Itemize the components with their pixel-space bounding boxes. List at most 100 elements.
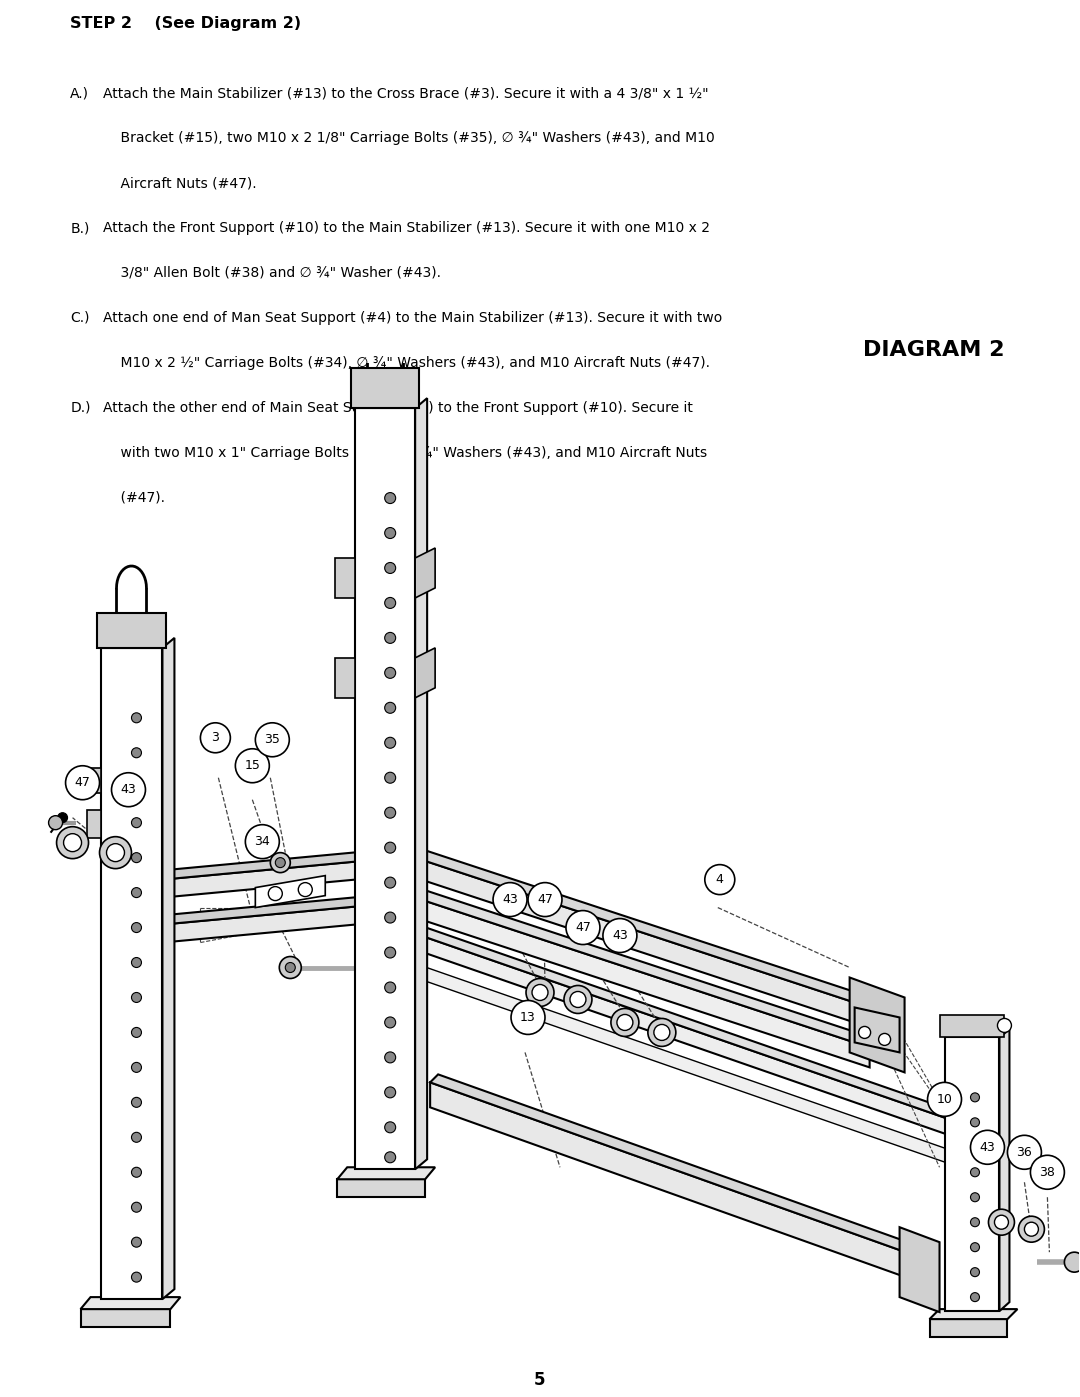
Text: 35: 35 [265, 733, 280, 746]
Circle shape [384, 668, 395, 679]
Polygon shape [854, 1007, 900, 1052]
Text: Attach the Main Stabilizer (#13) to the Cross Brace (#3). Secure it with a 4 3/8: Attach the Main Stabilizer (#13) to the … [103, 87, 708, 101]
Circle shape [611, 1009, 639, 1037]
Polygon shape [999, 1030, 1010, 1312]
Text: Attach one end of Man Seat Support (#4) to the Main Stabilizer (#13). Secure it : Attach one end of Man Seat Support (#4) … [103, 312, 721, 326]
Circle shape [384, 982, 395, 993]
Circle shape [971, 1292, 980, 1302]
Circle shape [384, 598, 395, 609]
Circle shape [384, 493, 395, 503]
Circle shape [705, 865, 734, 894]
Circle shape [564, 985, 592, 1013]
Circle shape [384, 703, 395, 714]
Circle shape [971, 1168, 980, 1176]
Circle shape [255, 722, 289, 757]
Circle shape [99, 837, 132, 869]
Polygon shape [930, 1319, 1008, 1337]
Text: DIAGRAM 2: DIAGRAM 2 [863, 339, 1004, 360]
Circle shape [132, 747, 141, 757]
Circle shape [384, 842, 395, 854]
Circle shape [384, 1151, 395, 1162]
Polygon shape [415, 849, 878, 1007]
Circle shape [132, 1273, 141, 1282]
Circle shape [526, 978, 554, 1006]
Circle shape [268, 887, 282, 901]
Circle shape [879, 1034, 891, 1045]
Polygon shape [430, 1074, 928, 1257]
Polygon shape [255, 876, 325, 908]
Polygon shape [335, 557, 355, 598]
Circle shape [384, 912, 395, 923]
Polygon shape [100, 648, 162, 1299]
Circle shape [1030, 1155, 1065, 1189]
Circle shape [64, 834, 82, 852]
Circle shape [384, 633, 395, 644]
Polygon shape [415, 858, 869, 1027]
Polygon shape [415, 648, 435, 698]
Circle shape [384, 528, 395, 538]
Circle shape [1018, 1217, 1044, 1242]
Circle shape [384, 1052, 395, 1063]
Polygon shape [430, 1083, 919, 1282]
Circle shape [570, 992, 586, 1007]
Text: 34: 34 [255, 835, 270, 848]
Text: (#47).: (#47). [103, 490, 164, 504]
Text: STEP 2    (See Diagram 2): STEP 2 (See Diagram 2) [70, 15, 301, 31]
Circle shape [494, 883, 527, 916]
Circle shape [275, 858, 285, 868]
Circle shape [566, 911, 599, 944]
Polygon shape [415, 898, 869, 1067]
Circle shape [132, 852, 141, 862]
Circle shape [132, 957, 141, 968]
Circle shape [280, 957, 301, 978]
Circle shape [132, 887, 141, 898]
Polygon shape [162, 852, 363, 880]
Text: B.): B.) [70, 221, 90, 235]
Circle shape [971, 1193, 980, 1201]
Polygon shape [81, 1309, 171, 1327]
Circle shape [603, 919, 637, 953]
Text: 43: 43 [502, 893, 518, 907]
Text: 13: 13 [521, 1011, 536, 1024]
Polygon shape [415, 933, 949, 1136]
Circle shape [384, 807, 395, 819]
Circle shape [107, 844, 124, 862]
Polygon shape [86, 768, 100, 792]
Polygon shape [351, 369, 419, 408]
Circle shape [384, 1122, 395, 1133]
Polygon shape [850, 978, 905, 1073]
Circle shape [270, 852, 291, 873]
Circle shape [384, 1087, 395, 1098]
Text: 3: 3 [212, 731, 219, 745]
Text: M10 x 2 ½" Carriage Bolts (#34), ∅ ¾" Washers (#43), and M10 Aircraft Nuts (#47): M10 x 2 ½" Carriage Bolts (#34), ∅ ¾" Wa… [103, 356, 710, 370]
Circle shape [995, 1215, 1009, 1229]
Text: Aircraft Nuts (#47).: Aircraft Nuts (#47). [103, 176, 256, 190]
Circle shape [56, 827, 89, 859]
Text: C.): C.) [70, 312, 90, 326]
Text: 3/8" Allen Bolt (#38) and ∅ ¾" Washer (#43).: 3/8" Allen Bolt (#38) and ∅ ¾" Washer (#… [103, 265, 441, 279]
Polygon shape [335, 658, 355, 698]
Circle shape [384, 773, 395, 784]
Circle shape [532, 985, 548, 1000]
Circle shape [132, 922, 141, 933]
Circle shape [245, 824, 280, 859]
Circle shape [1008, 1136, 1041, 1169]
Circle shape [132, 1133, 141, 1143]
Circle shape [57, 813, 68, 823]
Circle shape [132, 1168, 141, 1178]
Polygon shape [415, 398, 427, 1169]
Polygon shape [96, 613, 166, 648]
Circle shape [285, 963, 295, 972]
Polygon shape [415, 964, 959, 1168]
Circle shape [528, 883, 562, 916]
Circle shape [132, 1027, 141, 1038]
Polygon shape [415, 548, 435, 598]
Circle shape [201, 722, 230, 753]
Circle shape [971, 1092, 980, 1102]
Circle shape [132, 1062, 141, 1073]
Circle shape [384, 947, 395, 958]
Polygon shape [945, 1038, 999, 1312]
Circle shape [971, 1218, 980, 1227]
Polygon shape [337, 1168, 435, 1179]
Circle shape [111, 773, 146, 806]
